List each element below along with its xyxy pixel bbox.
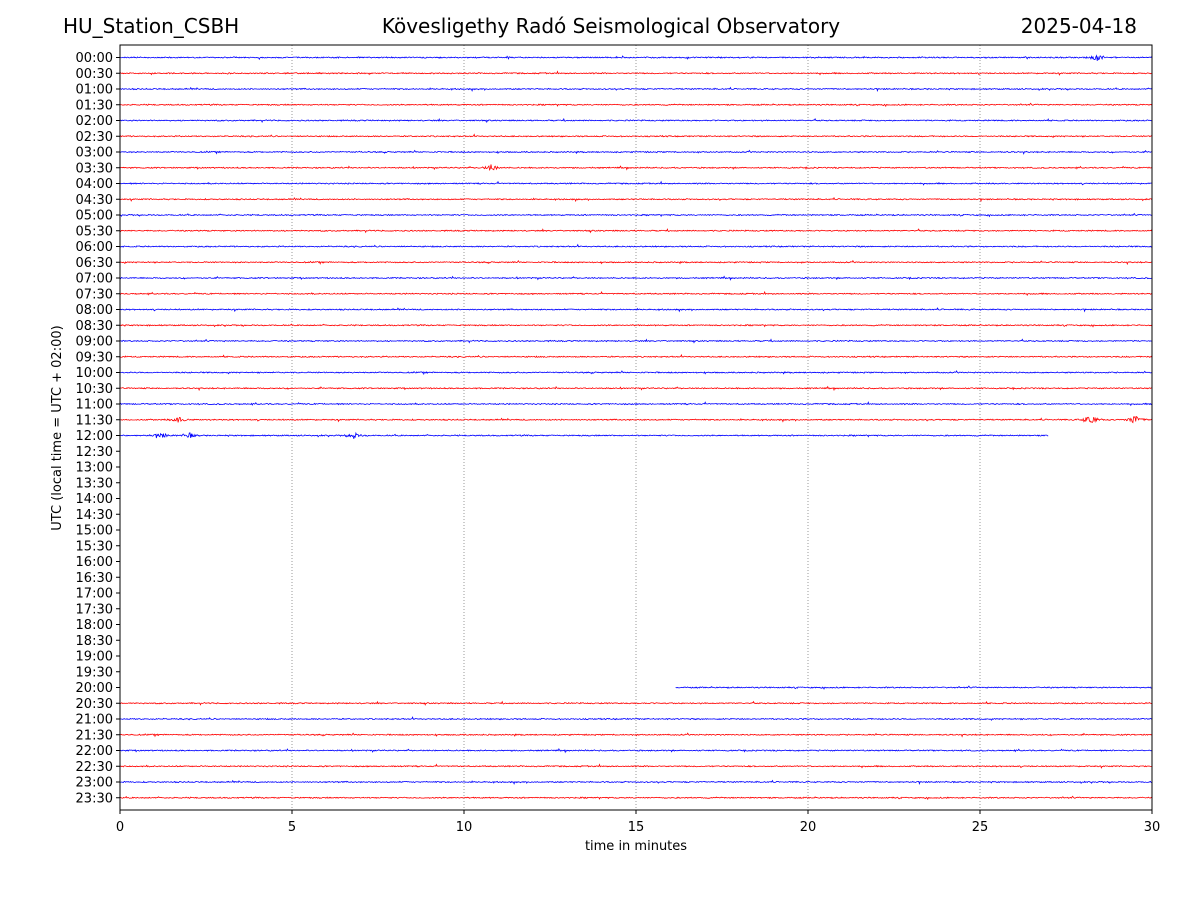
y-tick-label: 16:00 [76,555,113,570]
seismic-trace-0900 [119,338,1152,344]
seismic-trace-0400 [119,180,1152,186]
seismic-trace-0600 [119,243,1153,248]
x-axis-label: time in minutes [585,839,687,854]
y-tick-label: 22:00 [76,744,113,759]
chart-date: 2025-04-18 [1020,14,1137,38]
y-tick-label: 21:30 [76,728,113,743]
y-tick-label: 18:30 [76,634,113,649]
y-tick-label: 16:30 [76,571,113,586]
y-tick-label: 05:00 [76,209,113,224]
y-tick-label: 12:30 [76,445,113,460]
y-tick-label: 08:30 [76,319,113,334]
y-tick-label: 23:30 [76,791,113,806]
y-tick-label: 15:30 [76,539,113,554]
y-tick-label: 01:30 [76,98,113,113]
y-tick-label: 19:30 [76,665,113,680]
y-tick-label: 20:00 [76,681,113,696]
y-tick-label: 11:00 [76,398,113,413]
y-tick-label: 19:00 [76,650,113,665]
y-tick-label: 22:30 [76,760,113,775]
y-tick-label: 00:00 [76,51,113,66]
seismic-trace-0700 [119,275,1152,281]
seismic-trace-1000 [119,370,1152,376]
y-tick-label: 03:30 [76,161,113,176]
y-tick-label: 09:30 [76,350,113,365]
y-tick-label: 10:30 [76,382,113,397]
seismic-trace-2000 [675,685,1152,690]
seismic-trace-2330 [119,795,1153,801]
seismic-trace-0000 [119,54,1153,61]
seismic-trace-2230 [119,763,1152,769]
y-tick-label: 13:30 [76,476,113,491]
seismic-trace-2100 [119,716,1153,721]
plot-frame [119,44,1153,811]
y-tick-label: 00:30 [76,67,113,82]
seismic-trace-0530 [119,228,1153,234]
y-tick-label: 04:30 [76,193,113,208]
seismic-trace-0500 [119,212,1152,218]
station-name: HU_Station_CSBH [63,14,240,38]
y-tick-label: 07:30 [76,287,113,302]
y-tick-label: 04:00 [76,177,113,192]
y-axis-label: UTC (local time = UTC + 02:00) [50,325,65,530]
seismic-trace-2130 [119,732,1153,738]
seismic-trace-0630 [119,259,1152,266]
chart-title: Kövesligethy Radó Seismological Observat… [381,14,841,38]
x-tick-label: 5 [288,820,296,835]
y-tick-label: 02:30 [76,130,113,145]
trace-layer [119,54,1153,801]
seismic-trace-2300 [119,779,1152,786]
seismic-trace-0130 [119,102,1153,108]
seismic-trace-0100 [119,86,1153,93]
x-tick-label: 15 [628,820,645,835]
y-tick-label: 18:00 [76,618,113,633]
seismic-trace-0800 [119,307,1152,313]
y-tick-label: 13:00 [76,461,113,476]
y-tick-label: 06:30 [76,256,113,271]
y-tick-label: 23:00 [76,776,113,791]
x-tick-label: 0 [116,820,124,835]
seismic-trace-0330 [119,164,1152,172]
seismic-trace-0300 [119,149,1152,155]
y-tick-label: 17:30 [76,602,113,617]
y-tick-label: 12:00 [76,429,113,444]
x-tick-labels: 0 5 10 15 20 25 30 [116,810,1160,835]
y-tick-label: 07:00 [76,272,113,287]
y-tick-label: 09:00 [76,335,113,350]
y-tick-label: 01:00 [76,83,113,98]
grid-layer [291,45,981,810]
seismic-trace-0200 [119,117,1153,124]
seismic-trace-0830 [119,323,1153,328]
seismic-trace-1100 [119,401,1153,407]
y-tick-label: 03:00 [76,146,113,161]
y-tick-label: 21:00 [76,713,113,728]
y-tick-label: 02:00 [76,114,113,129]
y-tick-label: 11:30 [76,413,113,428]
seismic-trace-1200 [119,431,1049,439]
y-tick-label: 15:00 [76,524,113,539]
x-tick-label: 10 [456,820,473,835]
y-tick-label: 08:00 [76,303,113,318]
y-tick-label: 14:30 [76,508,113,523]
y-tick-label: 14:00 [76,492,113,507]
seismic-trace-0930 [119,353,1153,359]
y-tick-label: 17:00 [76,587,113,602]
seismic-trace-0230 [119,133,1152,139]
y-tick-label: 10:00 [76,366,113,381]
y-tick-labels: 00:0000:3001:0001:3002:0002:3003:0003:30… [76,51,120,806]
seismic-trace-0730 [119,290,1153,297]
seismic-trace-2200 [119,747,1153,754]
x-tick-label: 20 [800,820,817,835]
seismic-trace-1130 [119,415,1153,424]
seismic-trace-1030 [119,385,1152,392]
seismic-trace-2030 [119,700,1152,706]
seismic-trace-0430 [119,196,1153,203]
y-tick-label: 20:30 [76,697,113,712]
seismic-trace-0030 [119,70,1152,76]
y-tick-label: 06:00 [76,240,113,255]
x-tick-label: 30 [1144,820,1161,835]
y-tick-label: 05:30 [76,224,113,239]
x-tick-label: 25 [972,820,989,835]
